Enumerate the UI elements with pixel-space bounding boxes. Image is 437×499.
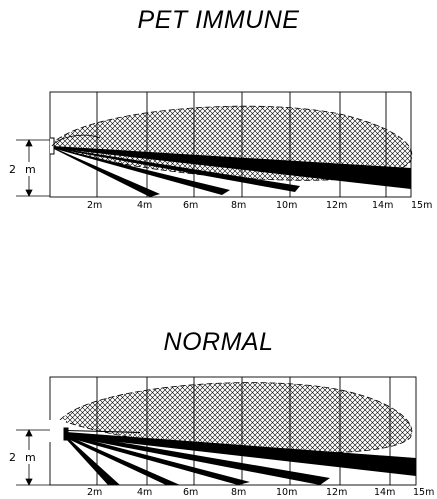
detection-beams [52, 146, 411, 197]
tick-label: 10m [276, 487, 297, 498]
tick-label: 8m [231, 487, 246, 498]
tick-label: 14m [374, 487, 395, 498]
tick-label: 6m [183, 487, 198, 498]
tick-label: 6m [183, 200, 198, 211]
normal-diagram: 2 m 2m 4m 6m 8m 10m 12m 14m 15m [4, 376, 434, 498]
tick-label: 8m [231, 200, 246, 211]
detection-beams [66, 430, 416, 485]
tick-label: 12m [326, 200, 347, 211]
height-value: 2 [9, 451, 16, 464]
tick-label: 2m [87, 200, 102, 211]
normal-title: NORMAL [163, 328, 274, 356]
tick-label: 4m [137, 487, 152, 498]
sensor-icon [63, 427, 69, 441]
height-unit: m [25, 451, 36, 464]
tick-label: 12m [326, 487, 347, 498]
tick-label: 14m [372, 200, 393, 211]
tick-label: 10m [276, 200, 297, 211]
tick-label: 4m [137, 200, 152, 211]
pet-immune-diagram: 2 m 2m 4m 6m 8m 10m 12m 14m 15m [4, 91, 432, 211]
height-value: 2 [9, 163, 16, 176]
tick-label: 15m [413, 487, 434, 498]
height-unit: m [25, 163, 36, 176]
tick-label: 15m [411, 200, 432, 211]
pet-immune-title: PET IMMUNE [137, 6, 300, 34]
tick-label: 2m [87, 487, 102, 498]
